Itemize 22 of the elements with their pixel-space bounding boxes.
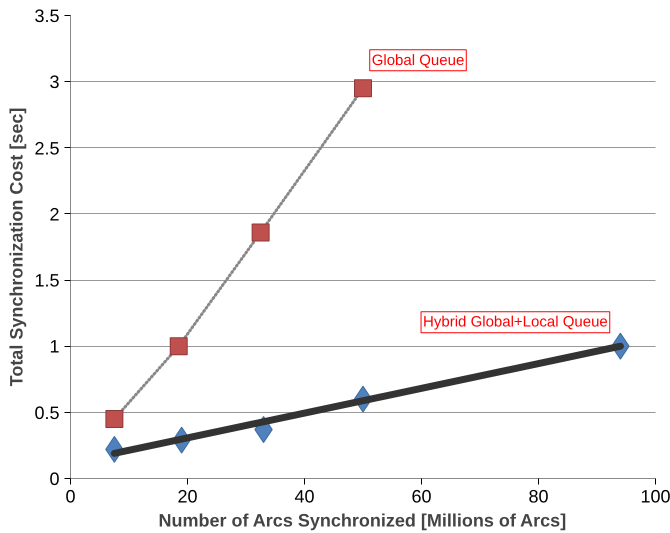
series-label: Global Queue: [372, 52, 464, 69]
series-label: Hybrid Global+Local Queue: [423, 314, 608, 331]
x-tick-label: 100: [640, 486, 670, 506]
y-tick-label: 0: [49, 469, 60, 489]
y-tick-label: 3.5: [34, 6, 60, 26]
point: [354, 79, 372, 98]
x-axis-title: Number of Arcs Synchronized [Millions of Arcs]: [158, 510, 566, 530]
y-axis-title: Total Synchronization Cost [sec]: [6, 108, 26, 386]
point: [105, 410, 124, 428]
x-tick-label: 0: [65, 486, 76, 506]
x-tick-label: 60: [411, 486, 432, 506]
y-tick-label: 1: [49, 336, 60, 357]
y-tick-label: 0.5: [34, 402, 60, 423]
point: [170, 337, 188, 356]
x-tick-label: 20: [177, 486, 198, 506]
y-tick-label: 1.5: [34, 270, 60, 291]
y-tick-label: 3: [49, 72, 60, 92]
point: [252, 223, 270, 242]
y-tick-label: 2.5: [34, 138, 60, 158]
x-tick-label: 40: [294, 486, 315, 506]
x-tick-label: 80: [528, 486, 549, 506]
y-tick-label: 2: [49, 204, 60, 224]
